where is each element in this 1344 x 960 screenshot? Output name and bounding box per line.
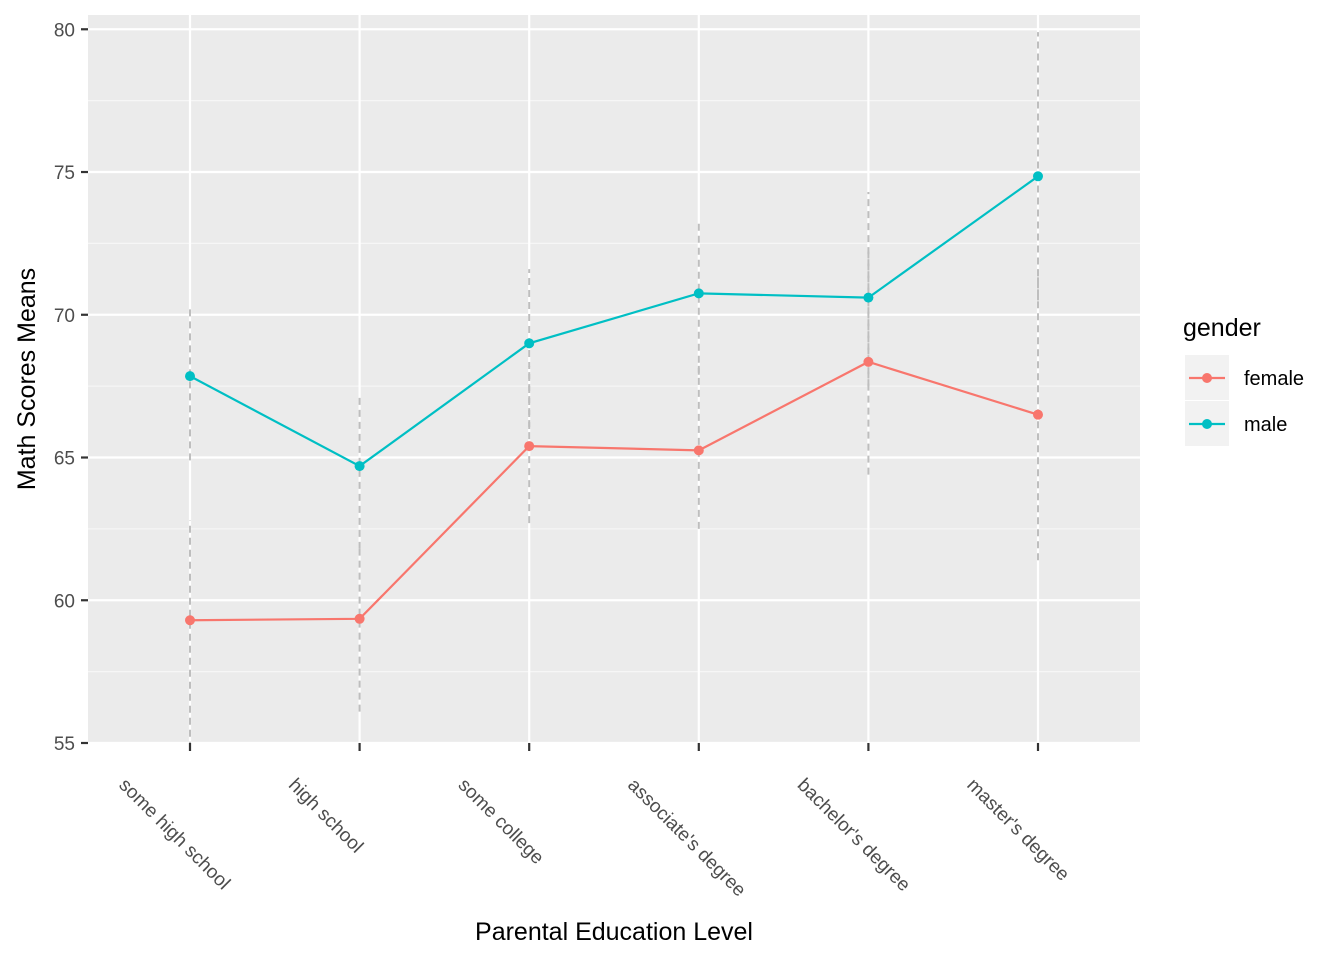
- data-point-male: [524, 338, 535, 349]
- y-axis: 55 60 65 70 75 80: [54, 20, 88, 755]
- y-tick-label: 75: [54, 163, 75, 184]
- legend-label-male: male: [1244, 414, 1287, 436]
- plot-panel: [88, 15, 1140, 743]
- x-tick-label: associate's degree: [623, 775, 749, 901]
- series-points: [185, 171, 1043, 626]
- data-point-female: [354, 613, 365, 624]
- data-point-male: [185, 371, 195, 382]
- series-line-male: [189, 175, 1039, 468]
- x-axis: some high school high school some college a…: [114, 743, 1073, 901]
- y-tick-label: 55: [54, 734, 75, 755]
- legend-label-female: female: [1244, 368, 1304, 390]
- legend: gender female male: [1183, 314, 1304, 446]
- data-point-female: [524, 441, 535, 452]
- y-tick-label: 60: [54, 591, 75, 612]
- data-point-female: [863, 356, 874, 367]
- data-point-female: [1033, 409, 1043, 420]
- data-point-male: [863, 292, 874, 303]
- data-point-male: [1033, 171, 1043, 182]
- data-point-male: [354, 461, 365, 472]
- series-lines: [189, 175, 1039, 622]
- data-point-female: [185, 615, 195, 626]
- y-tick-label: 80: [54, 20, 75, 41]
- legend-title: gender: [1183, 314, 1261, 342]
- series-line-female: [189, 360, 1039, 622]
- x-tick-label: master's degree: [962, 775, 1073, 886]
- x-tick-label: high school: [284, 775, 367, 858]
- grid-minor: [88, 100, 1140, 673]
- x-axis-title: Parental Education Level: [475, 918, 753, 946]
- x-tick-label: some college: [454, 775, 548, 869]
- legend-dot-female: [1202, 373, 1212, 383]
- y-tick-label: 65: [54, 449, 75, 470]
- y-tick-label: 70: [54, 306, 75, 327]
- x-tick-label: bachelor's degree: [793, 775, 914, 896]
- legend-dot-male: [1202, 419, 1212, 429]
- x-tick-label: some high school: [114, 775, 233, 894]
- data-point-male: [693, 288, 704, 299]
- y-axis-title: Math Scores Means: [13, 268, 41, 490]
- data-point-female: [693, 445, 704, 456]
